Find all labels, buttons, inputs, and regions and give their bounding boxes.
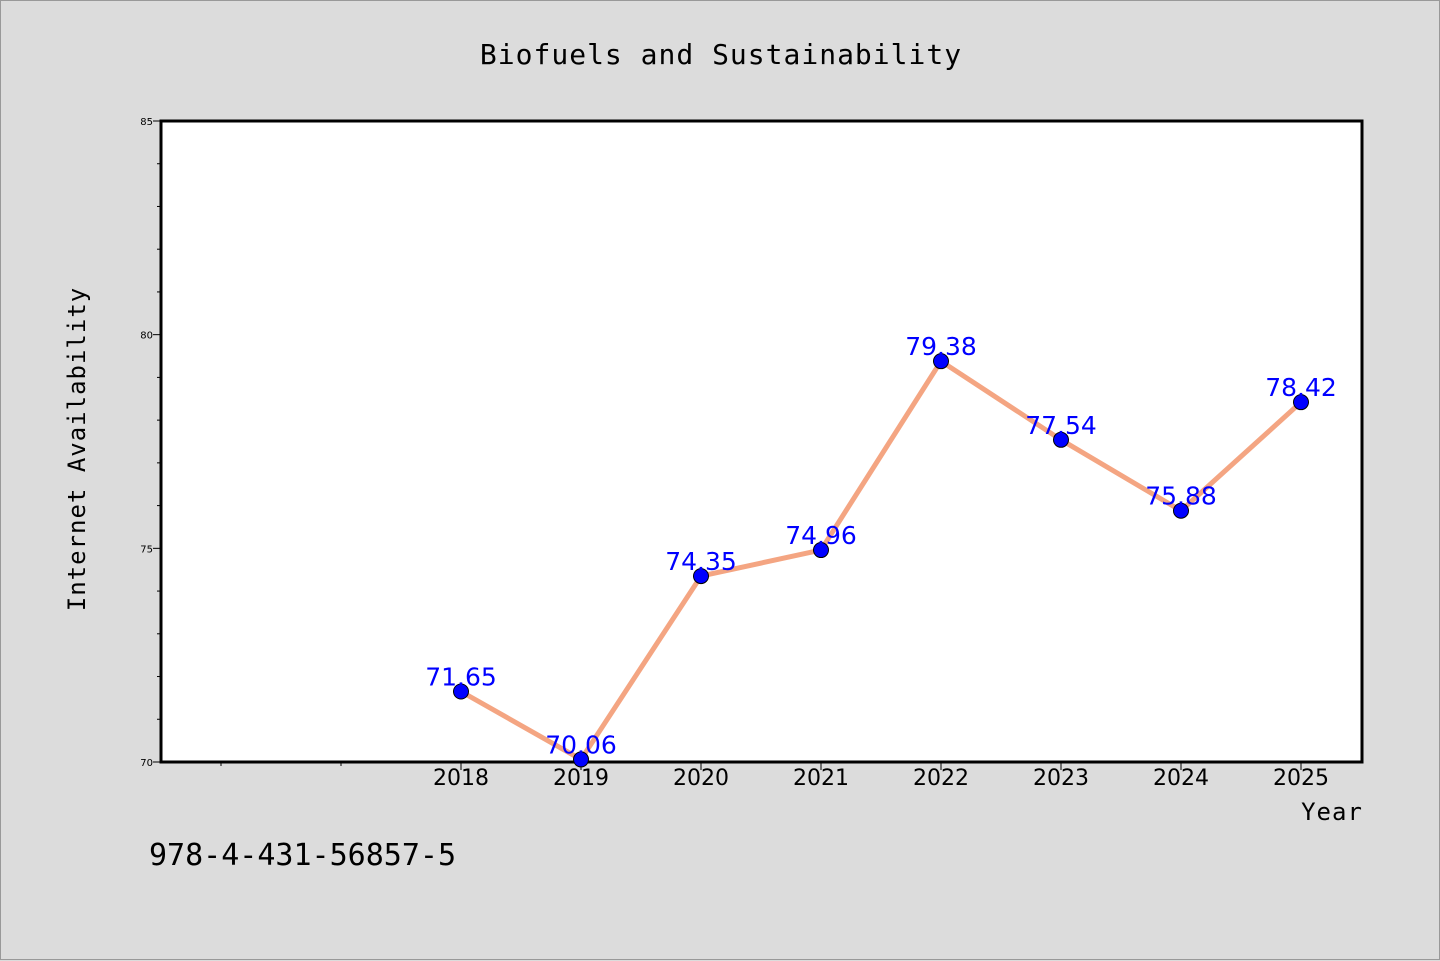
data-label: 74.35: [665, 547, 737, 576]
data-label: 75.88: [1145, 482, 1217, 511]
x-tick-label: 2021: [793, 766, 849, 791]
x-tick-label: 2019: [553, 766, 609, 791]
x-tick-label: 2020: [673, 766, 729, 791]
y-tick-label: 80: [140, 331, 153, 342]
data-label: 77.54: [1025, 411, 1097, 440]
x-tick-label: 2024: [1153, 766, 1209, 791]
data-point: [813, 542, 829, 559]
data-point: [1173, 502, 1189, 519]
data-labels: 71.65 70.06 74.35 74.96 79.38 77.54 75.88 78.42: [425, 332, 1337, 759]
x-tick-label: 2023: [1033, 766, 1089, 791]
data-label: 71.65: [425, 662, 497, 691]
y-axis-ticks: 70 75 80 85: [140, 117, 161, 769]
y-tick-label: 75: [140, 544, 153, 555]
data-label: 79.38: [905, 332, 977, 361]
data-point: [693, 568, 709, 585]
data-label: 70.06: [545, 730, 617, 759]
data-point: [453, 683, 469, 700]
y-tick-label: 85: [140, 117, 153, 128]
y-minor-ticks: [157, 163, 161, 720]
data-label: 78.42: [1265, 373, 1337, 402]
isbn-annotation: 978-4-431-56857-5: [149, 838, 456, 873]
data-point: [1293, 394, 1309, 411]
y-tick-label: 70: [140, 758, 153, 769]
x-tick-label: 2022: [913, 766, 969, 791]
data-point: [573, 751, 589, 768]
x-axis-title: Year: [1301, 798, 1363, 826]
plot-area: [159, 119, 1364, 764]
x-tick-label: 2018: [433, 766, 489, 791]
series-line: [458, 358, 1304, 762]
x-axis-ticks: 2018 2019 2020 2021 2022 2023 2024 2025: [433, 762, 1329, 791]
data-label: 74.96: [785, 521, 857, 550]
data-point: [1053, 431, 1069, 448]
chart-title: Biofuels and Sustainability: [480, 38, 962, 71]
series-layer: [453, 353, 1309, 768]
data-point: [933, 353, 949, 370]
y-axis-title: Internet Availability: [63, 287, 91, 611]
x-tick-label: 2025: [1273, 766, 1329, 791]
x-minor-ticks: [220, 762, 342, 766]
